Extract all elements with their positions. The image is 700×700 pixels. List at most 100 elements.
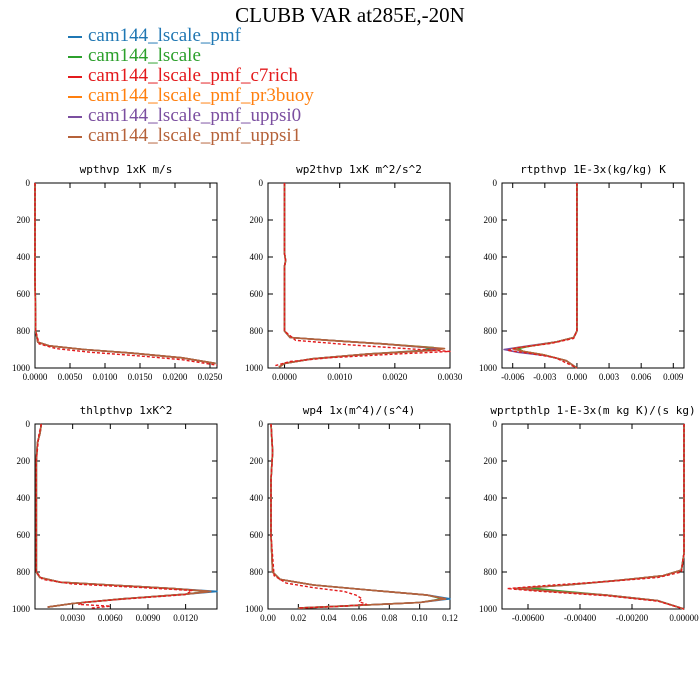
y-tick-label: 0 [26,178,31,188]
y-tick-label: 1000 [245,604,264,614]
series-line [35,423,212,608]
legend: cam144_lscale_pmf cam144_lscale cam144_l… [68,26,314,146]
plot-frame [34,423,218,610]
x-tick-label: -0.006 [501,372,525,382]
y-tick-label: 800 [17,567,31,577]
plot-frame [501,182,685,369]
series-line [278,183,446,368]
panel-title: thlpthvp 1xK^2 [80,404,173,417]
y-tick-label: 1000 [12,363,31,373]
series-line [270,423,451,609]
plot-frame [267,182,451,369]
x-tick-label: 0.08 [381,613,397,623]
series-line [514,424,685,610]
y-tick-label: 0 [493,178,498,188]
y-tick-label: 800 [250,567,264,577]
x-tick-label: 0.0060 [98,613,123,623]
y-tick-label: 200 [250,456,264,466]
series-line [278,183,440,368]
series-line [34,183,216,365]
y-tick-label: 0 [493,419,498,429]
x-tick-label: 0.00000 [669,613,699,623]
y-tick-label: 600 [250,530,264,540]
legend-item: cam144_lscale [68,46,314,66]
series-line [278,183,440,368]
series-line [35,423,212,608]
y-tick-label: 600 [484,289,498,299]
x-tick-label: 0.10 [412,613,428,623]
series-line [273,183,451,367]
series-line [506,183,578,369]
y-tick-label: 400 [250,252,264,262]
legend-item: cam144_lscale_pmf_uppsi1 [68,126,314,146]
series-line [34,183,216,365]
y-tick-label: 600 [17,530,31,540]
series-line [270,423,447,609]
x-tick-label: 0.0150 [128,372,153,382]
y-tick-label: 800 [484,326,498,336]
y-tick-label: 400 [17,252,31,262]
legend-item: cam144_lscale_pmf [68,26,314,46]
legend-swatch [68,75,82,78]
y-tick-label: 600 [250,289,264,299]
y-tick-label: 800 [250,326,264,336]
panel-title: wp2thvp 1xK m^2/s^2 [296,163,422,176]
y-tick-label: 400 [250,493,264,503]
legend-swatch [68,95,82,98]
x-tick-label: 0.02 [290,613,306,623]
x-tick-label: -0.00200 [616,613,649,623]
panel-title: rtpthvp 1E-3x(kg/kg) K [520,163,666,176]
series-line [270,423,447,609]
legend-swatch [68,135,82,138]
x-tick-label: 0.000 [567,372,588,382]
x-tick-label: 0.0120 [173,613,198,623]
y-tick-label: 200 [484,215,498,225]
y-tick-label: 1000 [479,604,498,614]
x-tick-label: -0.00600 [512,613,545,623]
series-line [270,423,368,609]
x-tick-label: 0.0200 [163,372,188,382]
y-tick-label: 200 [484,456,498,466]
legend-swatch [68,35,82,38]
y-tick-label: 1000 [479,363,498,373]
series-line [270,423,444,609]
y-tick-label: 800 [17,326,31,336]
legend-label: cam144_lscale_pmf_c7rich [88,65,298,86]
legend-item: cam144_lscale_pmf_uppsi0 [68,106,314,126]
x-tick-label: 0.12 [442,613,458,623]
series-line [278,183,435,368]
y-tick-label: 800 [484,567,498,577]
x-tick-label: -0.00400 [564,613,597,623]
x-tick-label: -0.003 [533,372,557,382]
legend-label: cam144_lscale_pmf_pr3buoy [88,85,314,106]
series-line [34,183,216,365]
y-tick-label: 1000 [245,363,264,373]
plot-frame [501,423,685,610]
series-line [514,424,685,610]
x-tick-label: 0.0030 [438,372,463,382]
y-tick-label: 600 [17,289,31,299]
x-tick-label: 0.0000 [272,372,297,382]
y-tick-label: 600 [484,530,498,540]
legend-item: cam144_lscale_pmf_c7rich [68,66,314,86]
x-tick-label: 0.0050 [58,372,83,382]
x-tick-label: 0.04 [321,613,337,623]
legend-swatch [68,55,82,58]
y-tick-label: 400 [484,252,498,262]
x-tick-label: 0.009 [663,372,684,382]
x-tick-label: 0.003 [599,372,620,382]
series-line [506,424,685,610]
x-tick-label: 0.0090 [136,613,161,623]
x-tick-label: 0.0010 [327,372,352,382]
panel-title: wp4 1x(m^4)/(s^4) [303,404,416,417]
series-line [278,183,440,368]
y-tick-label: 1000 [12,604,31,614]
legend-swatch [68,115,82,118]
x-tick-label: 0.0000 [23,372,48,382]
y-tick-label: 200 [17,215,31,225]
y-tick-label: 200 [250,215,264,225]
y-tick-label: 0 [259,178,264,188]
series-line [270,423,447,609]
legend-label: cam144_lscale_pmf [88,25,242,46]
